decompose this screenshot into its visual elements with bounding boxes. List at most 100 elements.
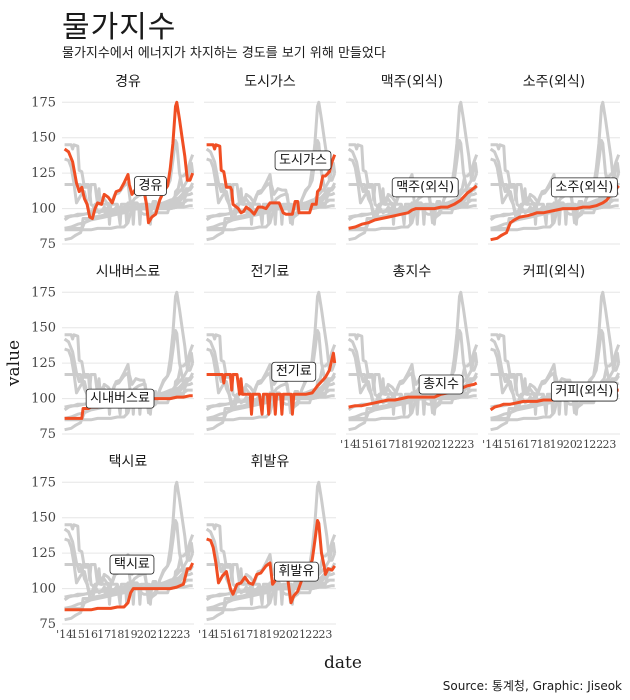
x-tick-label: 15 [497, 438, 511, 451]
series-label-text: 소주(외식) [555, 180, 613, 195]
series-label: 맥주(외식) [391, 177, 459, 198]
x-tick-label: 16 [84, 628, 98, 641]
y-tick-label: 125 [31, 546, 56, 561]
chart-title: 물가지수 [62, 10, 177, 45]
x-tick-label: 20 [563, 438, 577, 451]
x-tick-label: 17 [523, 438, 537, 451]
background-series-line [63, 578, 193, 602]
x-tick-label: 23 [176, 628, 190, 641]
x-axis-title: date [324, 653, 362, 673]
x-tick-label: '14 [56, 628, 73, 641]
background-series-line [64, 182, 195, 232]
facet-title: 총지수 [393, 264, 432, 280]
y-tick-label: 100 [31, 582, 56, 597]
facet-title: 택시료 [109, 454, 148, 470]
series-label-text: 시내버스료 [90, 391, 150, 406]
x-tick-label: 19 [408, 438, 422, 451]
facet-title: 맥주(외식) [381, 74, 443, 90]
panel-4: 소주(외식) 소주(외식) [488, 74, 621, 245]
y-tick-label: 75 [39, 237, 56, 252]
x-tick-label: 18 [110, 628, 124, 641]
series-label: 전기료 [271, 361, 317, 382]
background-series-line [206, 182, 337, 232]
x-tick-label: 16 [226, 628, 240, 641]
facet-title: 커피(외식) [523, 264, 585, 280]
facet-title: 전기료 [251, 264, 290, 280]
x-tick-label: 21 [576, 438, 590, 451]
y-tick-label: 175 [31, 285, 56, 300]
y-tick-label: 125 [31, 356, 56, 371]
x-tick-label: 22 [589, 438, 603, 451]
x-tick-label: '14 [482, 438, 499, 451]
series-label-box [391, 177, 459, 198]
series-label-box [134, 176, 167, 196]
series-label-box [550, 381, 618, 402]
highlight-series-line [64, 562, 195, 612]
x-tick-label: 20 [137, 628, 151, 641]
x-tick-label: 22 [305, 628, 319, 641]
series-label-text: 전기료 [276, 364, 312, 379]
background-series-line [348, 372, 479, 422]
x-tick-label: 15 [355, 438, 369, 451]
series-label-box [271, 361, 317, 382]
background-series-line [490, 161, 621, 226]
background-series-line [64, 519, 194, 605]
x-tick-label: 22 [447, 438, 461, 451]
series-label-box [274, 150, 332, 171]
background-series-line [348, 161, 479, 226]
series-label-box [418, 374, 464, 395]
background-series-line [348, 182, 479, 232]
x-tick-label: '14 [340, 438, 357, 451]
panel-3: 맥주(외식) 맥주(외식) [346, 74, 479, 245]
x-tick-label: 19 [124, 628, 138, 641]
x-tick-label: 19 [550, 438, 564, 451]
x-tick-label: '14 [198, 628, 215, 641]
facet-title: 휘발유 [251, 454, 290, 470]
series-label-text: 도시가스 [279, 153, 327, 168]
y-axis-title: value [4, 340, 24, 387]
series-label: 택시료 [109, 554, 155, 575]
y-tick-label: 150 [31, 321, 56, 336]
series-label-text: 택시료 [114, 557, 150, 572]
background-series-line [490, 182, 621, 232]
x-tick-label: 21 [292, 628, 306, 641]
x-tick-label: 16 [368, 438, 382, 451]
x-tick-label: 23 [318, 628, 332, 641]
x-tick-label: 15 [71, 628, 85, 641]
series-label-box [109, 554, 155, 575]
series-label: 경유 [134, 176, 167, 196]
series-label-box [85, 388, 155, 409]
series-label-box [550, 177, 618, 198]
x-tick-label: 22 [163, 628, 177, 641]
background-series-line [206, 562, 337, 612]
facet-title: 도시가스 [244, 74, 296, 90]
series-label: 소주(외식) [550, 177, 618, 198]
facet-title: 경유 [115, 74, 141, 90]
background-series-line [206, 541, 337, 606]
x-tick-label: 21 [434, 438, 448, 451]
series-label: 커피(외식) [550, 381, 618, 402]
facet-title: 시내버스료 [96, 264, 161, 280]
series-label-text: 휘발유 [278, 564, 314, 579]
x-tick-label: 23 [460, 438, 474, 451]
x-tick-label: 19 [266, 628, 280, 641]
series-label-text: 맥주(외식) [396, 180, 454, 195]
background-series-line [63, 198, 193, 222]
x-tick-label: 17 [97, 628, 111, 641]
series-label: 시내버스료 [85, 388, 155, 409]
highlight-series-line [348, 184, 478, 230]
series-label-text: 커피(외식) [555, 384, 613, 399]
background-series-line [64, 541, 195, 606]
x-tick-label: 20 [421, 438, 435, 451]
x-tick-label: 20 [279, 628, 293, 641]
x-tick-label: 17 [381, 438, 395, 451]
x-tick-label: 21 [150, 628, 164, 641]
x-tick-label: 18 [252, 628, 266, 641]
